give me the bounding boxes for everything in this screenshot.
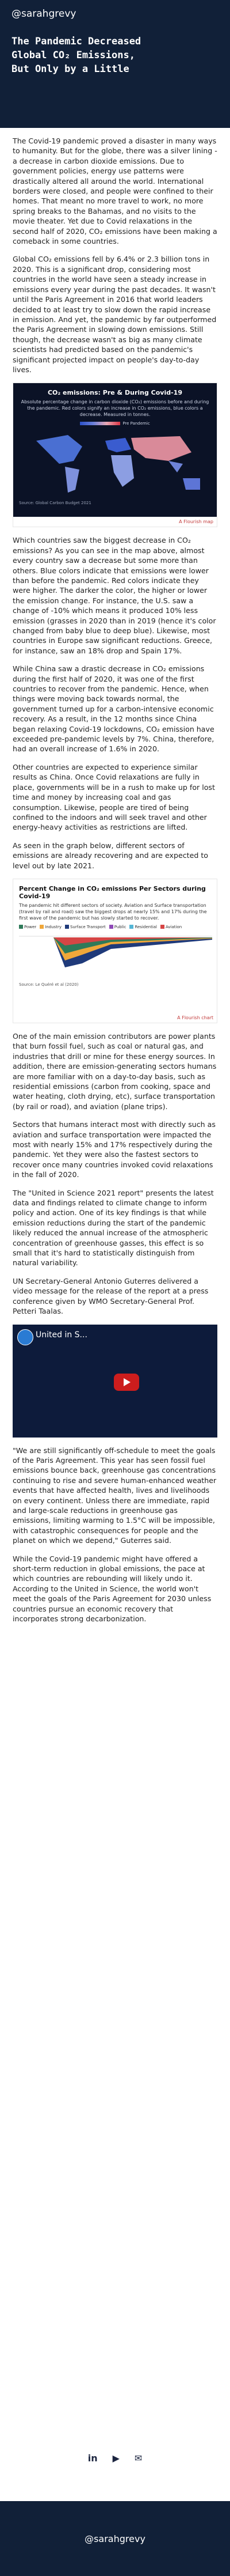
video-embed[interactable]: United in S... [13, 1324, 217, 1438]
play-button[interactable] [114, 1373, 139, 1391]
youtube-icon[interactable]: ▶ [112, 2453, 120, 2464]
legend-item-power[interactable]: Power [19, 925, 36, 929]
emissions-map-figure[interactable]: CO₂ emissions: Pre & During Covid-19 Abs… [13, 383, 217, 528]
title-line-2: Global CO₂ Emissions, [12, 50, 135, 61]
map-legend: Pre Pandemic [19, 421, 211, 426]
sector-area-chart[interactable] [19, 932, 212, 978]
legend-item-industry[interactable]: Industry [40, 925, 62, 929]
paragraph: One of the main emission contributors ar… [13, 1031, 217, 1111]
channel-logo[interactable] [17, 1329, 33, 1345]
paragraph: "We are still significantly off-schedule… [13, 1446, 217, 1545]
paragraph: UN Secretary-General Antonio Guterres de… [13, 1276, 209, 1316]
paragraph: As seen in the graph below, different se… [13, 841, 208, 870]
chart-source[interactable]: Source: Le Quéré et al (2020) [19, 982, 79, 987]
map-credit[interactable]: A Flourish map [13, 517, 217, 527]
map-subtitle: Absolute percentage change in carbon dio… [21, 399, 209, 418]
map-title: CO₂ emissions: Pre & During Covid-19 [47, 389, 182, 397]
chart-title: Percent Change in CO₂ emissions Per Sect… [19, 884, 206, 900]
legend-item-aviation[interactable]: Aviation [160, 925, 182, 929]
sector-chart-figure[interactable]: Percent Change in CO₂ emissions Per Sect… [13, 878, 217, 1023]
paragraph: The Covid-19 pandemic proved a disaster … [13, 137, 217, 246]
paragraph: Other countries are expected to experien… [13, 762, 215, 832]
header: @sarahgrevy The Pandemic Decreased Globa… [0, 0, 230, 128]
chart-subtitle: The pandemic hit different sectors of so… [19, 902, 207, 921]
legend-gradient [80, 422, 121, 426]
paragraph: Sectors that humans interact most with d… [13, 1120, 216, 1179]
paragraph: Global CO₂ emissions fell by 6.4% or 2.3… [13, 255, 217, 374]
footer: in ▶ ✉ @sarahgrevy [0, 2453, 230, 2576]
paragraph: The "United in Science 2021 report" pres… [13, 1188, 214, 1268]
footer-handle[interactable]: @sarahgrevy [85, 2533, 145, 2544]
chart-credit[interactable]: A Flourish chart [13, 1012, 217, 1023]
legend-item-residential[interactable]: Residential [129, 925, 157, 929]
paragraph: While the Covid-19 pandemic might have o… [13, 1554, 212, 1623]
email-icon[interactable]: ✉ [134, 2453, 143, 2464]
author-handle[interactable]: @sarahgrevy [12, 8, 76, 20]
linkedin-icon[interactable]: in [87, 2453, 98, 2464]
page-title: The Pandemic Decreased Global CO₂ Emissi… [12, 35, 218, 76]
map-source[interactable]: Source: Global Carbon Budget 2021 [19, 501, 91, 506]
title-line-3: But Only by a Little [12, 63, 129, 75]
chart-legend: Power Industry Surface Transport Public … [19, 925, 211, 929]
title-line-1: The Pandemic Decreased [12, 36, 141, 47]
legend-item-surface-transport[interactable]: Surface Transport [64, 925, 106, 929]
paragraph: While China saw a drastic decrease in CO… [13, 664, 214, 754]
article-content: The Covid-19 pandemic proved a disaster … [0, 136, 230, 1624]
legend-item-public[interactable]: Public [109, 925, 126, 929]
world-map-graphic [36, 435, 200, 493]
legend-label: Pre Pandemic [122, 421, 150, 426]
world-map[interactable] [19, 429, 211, 498]
video-title[interactable]: United in S... [36, 1330, 87, 1340]
social-links: in ▶ ✉ [0, 2453, 230, 2464]
paragraph: Which countries saw the biggest decrease… [13, 536, 216, 655]
